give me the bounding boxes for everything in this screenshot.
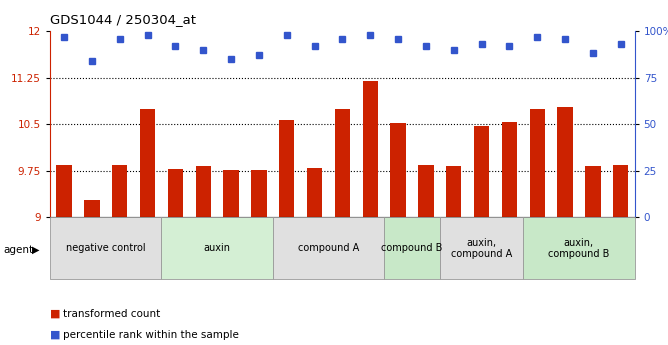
- Bar: [523, 217, 635, 279]
- Text: ■: ■: [50, 309, 61, 319]
- Bar: [251, 169, 267, 345]
- Bar: [223, 170, 238, 345]
- Bar: [585, 166, 601, 345]
- Bar: [363, 81, 378, 345]
- Bar: [50, 217, 162, 279]
- Bar: [140, 109, 155, 345]
- Text: GDS1044 / 250304_at: GDS1044 / 250304_at: [50, 13, 196, 26]
- Bar: [390, 123, 405, 345]
- Bar: [530, 109, 545, 345]
- Text: compound A: compound A: [298, 244, 359, 253]
- Text: transformed count: transformed count: [63, 309, 161, 319]
- Text: compound B: compound B: [381, 244, 443, 253]
- Bar: [279, 120, 295, 345]
- Bar: [112, 165, 128, 345]
- Text: negative control: negative control: [66, 244, 146, 253]
- Bar: [56, 165, 71, 345]
- Text: percentile rank within the sample: percentile rank within the sample: [63, 330, 239, 339]
- Bar: [196, 166, 211, 345]
- Text: auxin,
compound A: auxin, compound A: [451, 238, 512, 259]
- Bar: [474, 126, 489, 345]
- Bar: [384, 217, 440, 279]
- Bar: [335, 109, 350, 345]
- Bar: [168, 169, 183, 345]
- Text: ▶: ▶: [32, 245, 39, 255]
- Bar: [273, 217, 384, 279]
- Bar: [446, 166, 462, 345]
- Bar: [502, 122, 517, 345]
- Bar: [84, 200, 100, 345]
- Text: ■: ■: [50, 330, 61, 339]
- Text: auxin: auxin: [204, 244, 230, 253]
- Bar: [557, 107, 572, 345]
- Bar: [613, 165, 629, 345]
- Text: auxin,
compound B: auxin, compound B: [548, 238, 610, 259]
- Bar: [162, 217, 273, 279]
- Text: agent: agent: [3, 245, 33, 255]
- Bar: [418, 165, 434, 345]
- Bar: [307, 168, 322, 345]
- Bar: [440, 217, 523, 279]
